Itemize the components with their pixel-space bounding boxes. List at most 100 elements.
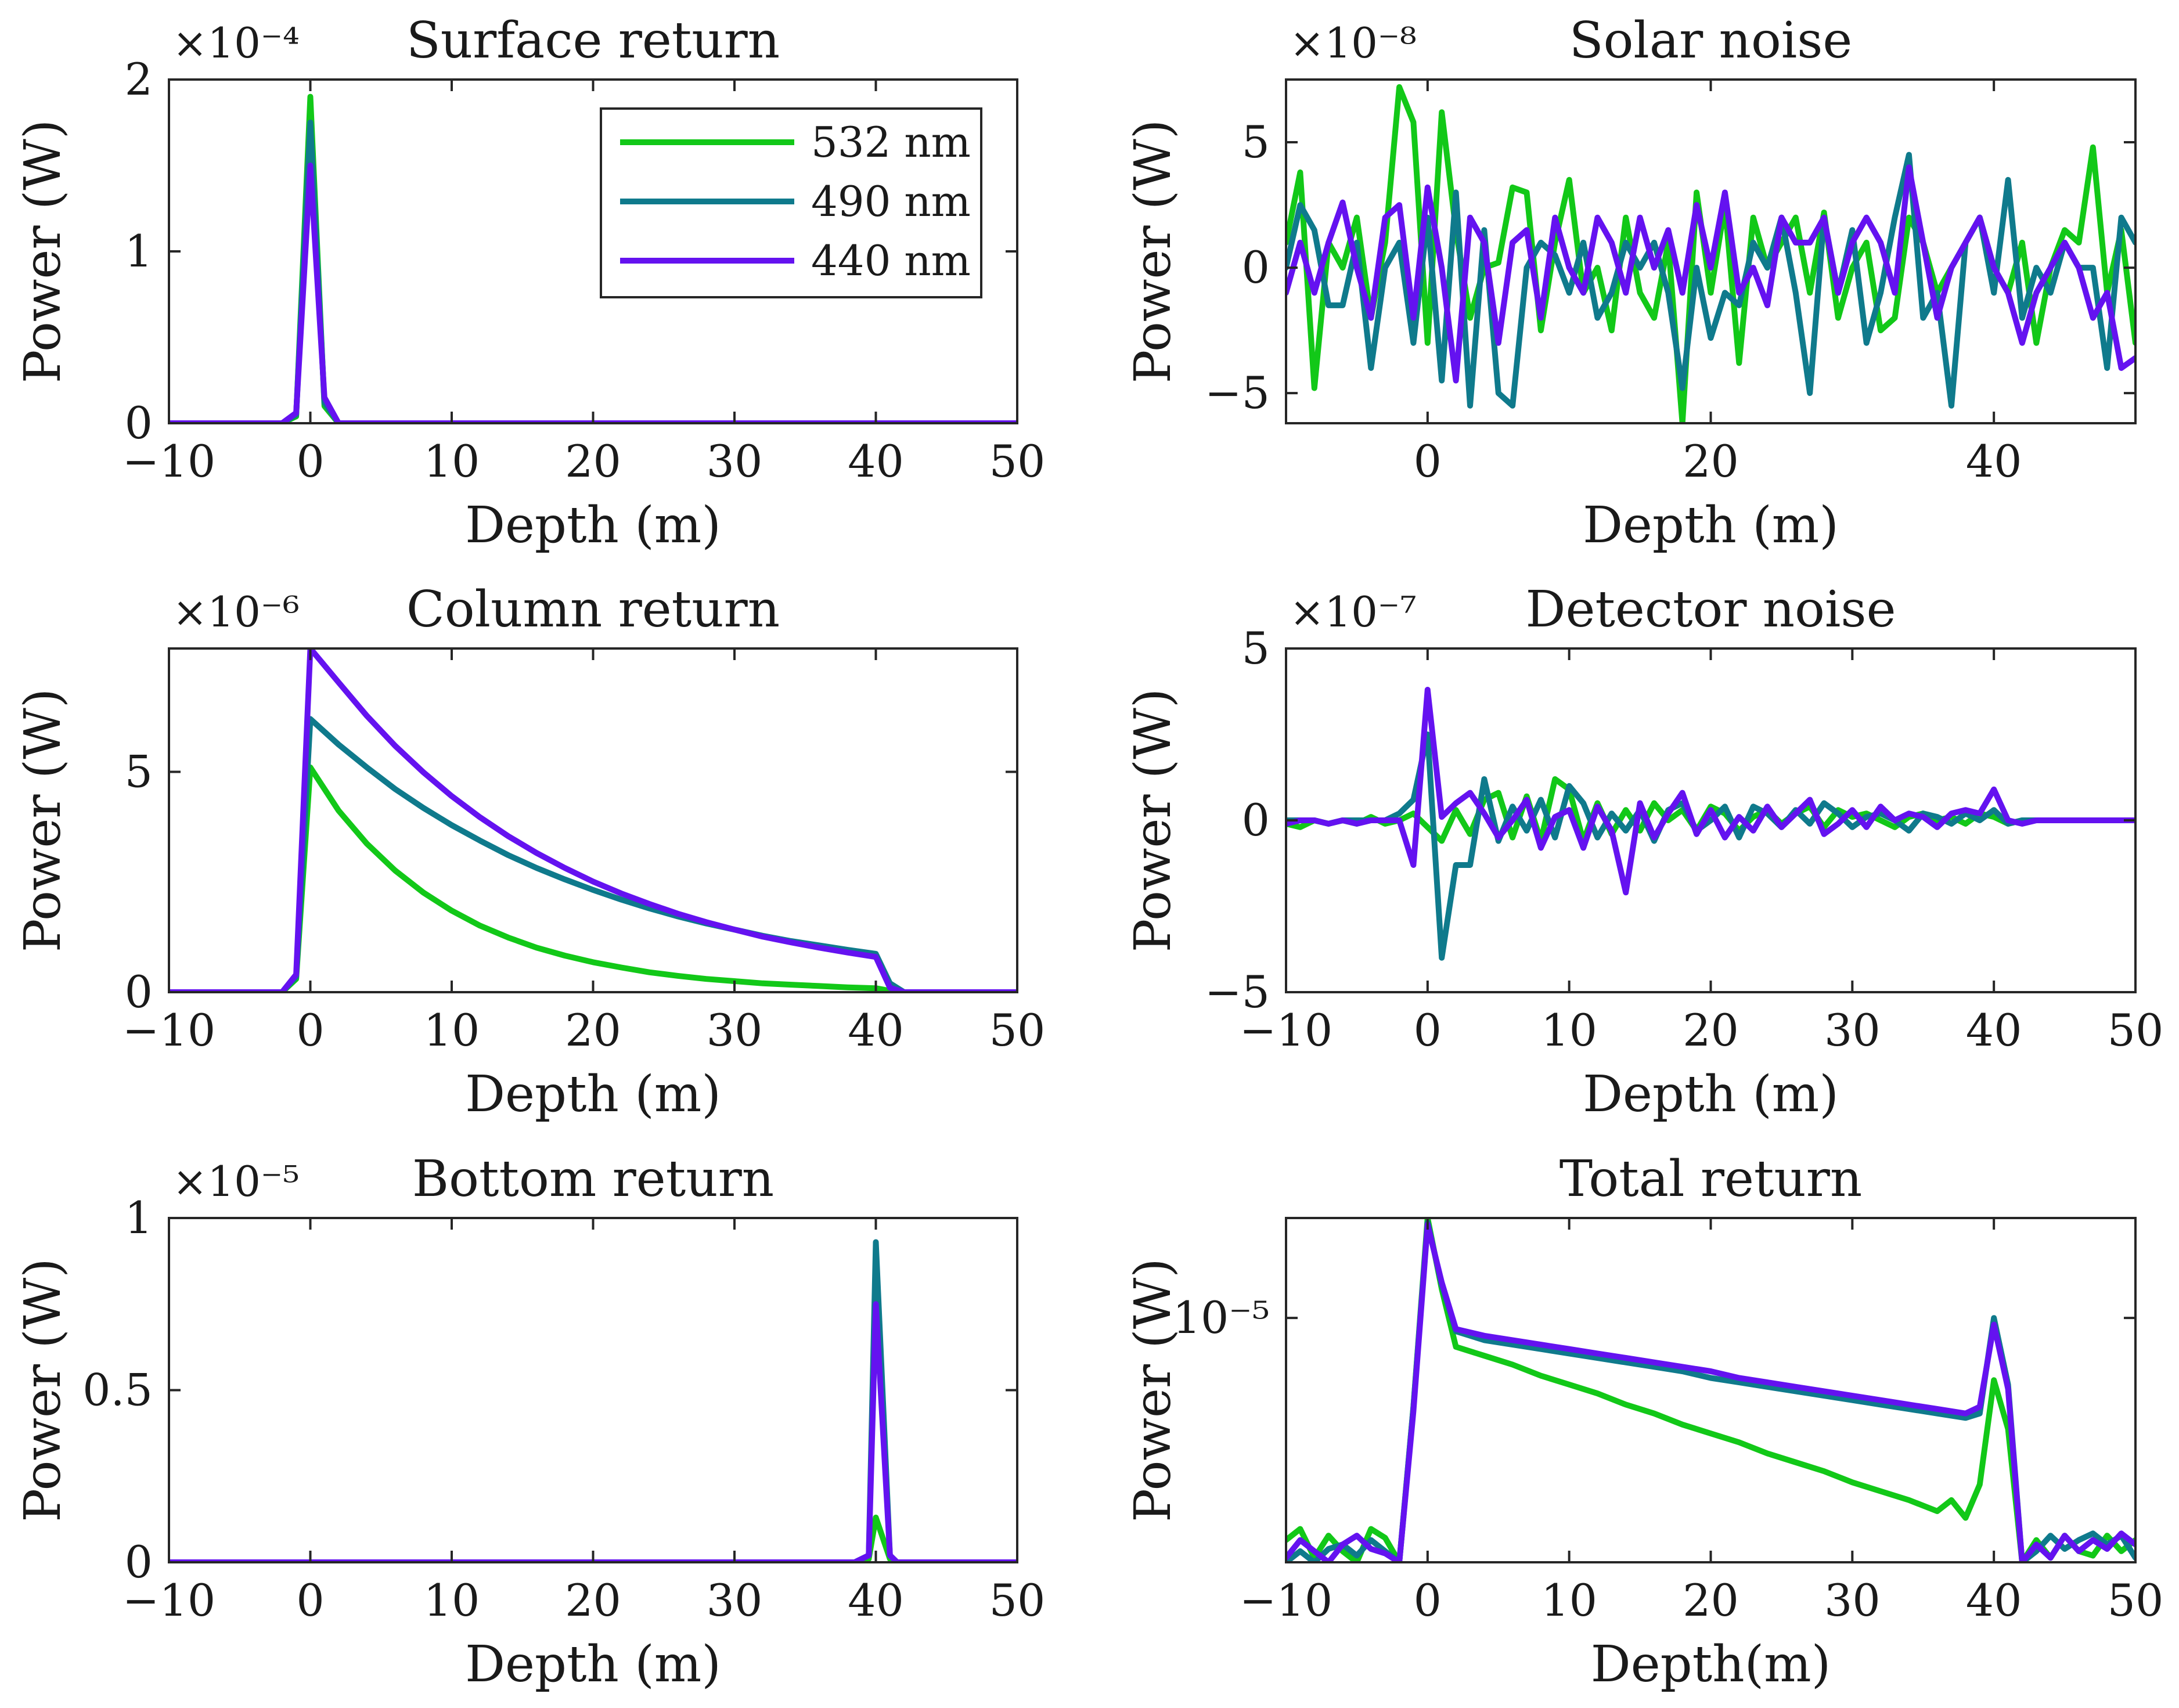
- y-tick-label: 5: [1242, 116, 1270, 168]
- chart-title: Solar noise: [1569, 12, 1853, 70]
- x-tick-label: 0: [296, 1574, 324, 1626]
- y-tick-label: 1: [125, 225, 153, 277]
- series-line-532nm: [169, 764, 1017, 992]
- x-tick-label: 40: [848, 435, 904, 487]
- series-line-490nm: [169, 120, 1017, 423]
- series-group: [169, 1239, 1017, 1562]
- legend-label: 440 nm: [811, 236, 971, 285]
- y-tick-label: −5: [1205, 367, 1270, 419]
- y-axis-label: Power (W): [14, 689, 72, 953]
- x-tick-label: −10: [1240, 1574, 1332, 1626]
- series-line-440nm: [169, 163, 1017, 423]
- series-line-490nm: [169, 1239, 1017, 1562]
- x-tick-label: 30: [707, 1574, 763, 1626]
- panel-total: −10 0 10 20 30 40 50 10⁻⁵ Total return Depth(m) Po…: [1124, 1150, 2163, 1693]
- x-axis-label: Depth (m): [1583, 496, 1839, 554]
- x-tick-label: 40: [1966, 1574, 2022, 1626]
- x-tick-label: 30: [707, 435, 763, 487]
- x-tick-label: 20: [565, 435, 621, 487]
- x-tick-label: 50: [989, 435, 1046, 487]
- panel-detector: −10 0 10 20 30 40 50 −5 0 5 Detector noise ×10⁻⁷ Dep…: [1124, 581, 2163, 1123]
- x-tick-label: 10: [1541, 1004, 1597, 1056]
- chart-title: Column return: [406, 581, 780, 639]
- x-tick-label: 10: [424, 1574, 480, 1626]
- chart-title: Total return: [1559, 1150, 1863, 1208]
- series-line-532nm: [1286, 776, 2135, 844]
- series-line-440nm: [169, 648, 1017, 992]
- legend: 532 nm 490 nm 440 nm: [600, 107, 982, 298]
- x-tick-label: 40: [848, 1004, 904, 1056]
- x-tick-label: 20: [565, 1574, 621, 1626]
- series-group: [1286, 687, 2135, 961]
- x-tick-label: −10: [123, 1574, 215, 1626]
- y-axis-label: Power (W): [1124, 1258, 1182, 1522]
- x-tick-label: 0: [1414, 435, 1442, 487]
- y-tick-label: 5: [1242, 622, 1270, 674]
- series-group: [1286, 84, 2135, 423]
- x-tick-label: 0: [1414, 1004, 1442, 1056]
- legend-label: 532 nm: [811, 118, 971, 167]
- x-tick-label: 20: [565, 1004, 621, 1056]
- x-tick-label: 50: [2108, 1004, 2164, 1056]
- x-axis-label: Depth (m): [1583, 1065, 1839, 1123]
- x-tick-label: 0: [296, 435, 324, 487]
- plot-area: [1286, 80, 2135, 423]
- y-tick-label: 2: [125, 53, 153, 105]
- x-tick-label: 10: [1541, 1574, 1597, 1626]
- y-tick-label: 0.5: [82, 1364, 153, 1416]
- x-tick-label: 20: [1683, 1004, 1739, 1056]
- panel-solar: 0 20 40 −5 0 5 Solar noise ×10⁻⁸ Depth (m) Power …: [1124, 12, 2137, 554]
- y-tick-label: 0: [1242, 242, 1270, 293]
- x-axis-label: Depth (m): [465, 1065, 721, 1123]
- y-exponent-label: ×10⁻⁵: [172, 1157, 300, 1206]
- y-tick-label: 0: [125, 397, 153, 449]
- y-tick-label: 1: [125, 1192, 153, 1244]
- y-tick-label: −5: [1205, 966, 1270, 1018]
- x-tick-label: 40: [1966, 1004, 2022, 1056]
- y-exponent-label: ×10⁻⁶: [172, 588, 300, 636]
- x-tick-label: 20: [1683, 1574, 1739, 1626]
- series-line-440nm: [1286, 1221, 2135, 1562]
- series-line-440nm: [169, 1301, 1017, 1562]
- y-tick-label: 0: [1242, 794, 1270, 846]
- x-tick-label: 40: [1966, 435, 2022, 487]
- legend-label: 490 nm: [811, 177, 971, 226]
- x-tick-label: −10: [123, 1004, 215, 1056]
- y-exponent-label: ×10⁻⁴: [172, 19, 300, 67]
- x-tick-label: −10: [1240, 1004, 1332, 1056]
- x-tick-label: 30: [707, 1004, 763, 1056]
- x-tick-label: 30: [1824, 1004, 1881, 1056]
- chart-title: Surface return: [406, 12, 780, 70]
- x-tick-label: 40: [848, 1574, 904, 1626]
- y-axis-label: Power (W): [14, 1258, 72, 1522]
- x-tick-label: 30: [1824, 1574, 1881, 1626]
- y-tick-label: 5: [125, 746, 153, 798]
- series-line-490nm: [1286, 732, 2135, 961]
- x-tick-label: 50: [989, 1574, 1046, 1626]
- x-tick-label: 10: [424, 435, 480, 487]
- x-axis-label: Depth(m): [1591, 1635, 1831, 1693]
- x-tick-label: 20: [1683, 435, 1739, 487]
- x-axis-label: Depth (m): [465, 496, 721, 554]
- series-line-440nm: [1286, 687, 2135, 896]
- y-tick-label: 10⁻⁵: [1173, 1292, 1270, 1343]
- y-axis-label: Power (W): [1124, 689, 1182, 953]
- y-exponent-label: ×10⁻⁷: [1290, 588, 1417, 636]
- chart-title: Detector noise: [1526, 581, 1896, 639]
- x-tick-label: 50: [2108, 1574, 2164, 1626]
- series-line-490nm: [1286, 152, 2135, 409]
- x-tick-label: 0: [1414, 1574, 1442, 1626]
- series-group: [1286, 1218, 2135, 1562]
- series-group: [169, 648, 1017, 992]
- series-line-532nm: [169, 93, 1017, 423]
- y-tick-label: 0: [125, 966, 153, 1018]
- series-group: [169, 93, 1017, 423]
- y-tick-label: 0: [125, 1536, 153, 1588]
- x-axis-label: Depth (m): [465, 1635, 721, 1693]
- y-axis-label: Power (W): [14, 120, 72, 384]
- x-tick-label: 10: [424, 1004, 480, 1056]
- y-exponent-label: ×10⁻⁸: [1290, 19, 1417, 67]
